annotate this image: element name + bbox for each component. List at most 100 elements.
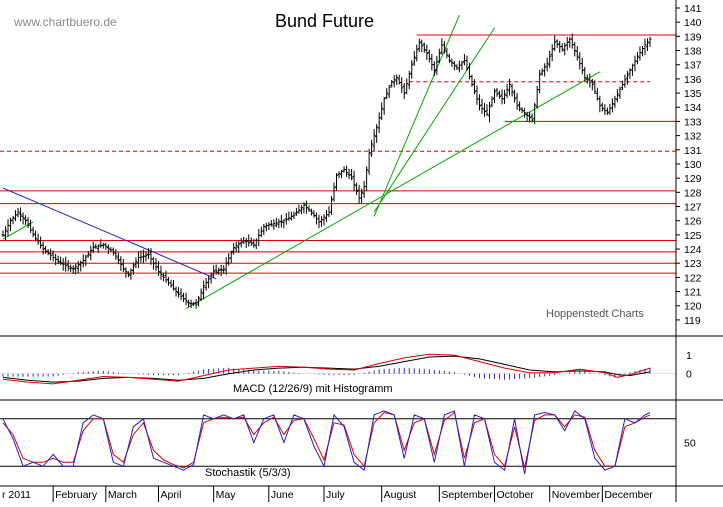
overlay-lines-layer bbox=[0, 14, 676, 310]
price-bar bbox=[427, 49, 431, 63]
price-bar bbox=[450, 58, 454, 67]
price-bar bbox=[41, 241, 45, 255]
price-bar bbox=[543, 63, 547, 77]
price-bar bbox=[164, 270, 168, 283]
price-tick-label: 132 bbox=[684, 131, 702, 143]
price-bar bbox=[360, 188, 364, 204]
price-bar bbox=[513, 89, 517, 103]
price-bar bbox=[229, 250, 233, 264]
price-bar bbox=[447, 53, 451, 63]
price-bar bbox=[69, 264, 73, 272]
price-bar bbox=[237, 240, 241, 253]
price-bar bbox=[249, 237, 253, 246]
price-tick-label: 120 bbox=[684, 301, 702, 313]
price-tick-label: 140 bbox=[684, 17, 702, 29]
price-bar bbox=[330, 196, 334, 215]
price-bar bbox=[422, 42, 426, 53]
price-bar bbox=[202, 280, 206, 300]
price-bar bbox=[146, 248, 150, 260]
price-bar bbox=[287, 211, 291, 221]
price-bar bbox=[56, 255, 60, 265]
price-bar bbox=[66, 259, 70, 272]
price-bar bbox=[177, 287, 181, 298]
price-bar bbox=[575, 46, 579, 61]
price-bar bbox=[86, 250, 90, 258]
price-bar bbox=[455, 64, 459, 71]
macd-tick-label: 1 bbox=[686, 350, 692, 362]
price-bar bbox=[365, 166, 369, 192]
price-bar bbox=[307, 205, 311, 212]
price-bar bbox=[475, 85, 479, 105]
price-bar bbox=[472, 79, 476, 95]
price-bar bbox=[340, 169, 344, 179]
price-tick-label: 138 bbox=[684, 46, 702, 58]
macd-tick-label: 0 bbox=[686, 369, 692, 381]
price-bar bbox=[71, 265, 75, 274]
price-bar bbox=[355, 182, 359, 195]
month-label: March bbox=[108, 489, 137, 501]
price-bar bbox=[573, 42, 577, 57]
trend-line-3 bbox=[373, 27, 495, 213]
price-bar bbox=[335, 173, 339, 191]
price-bar bbox=[548, 50, 552, 68]
price-tick-label: 122 bbox=[684, 272, 702, 284]
price-tick-label: 123 bbox=[684, 258, 702, 270]
price-bar bbox=[530, 113, 534, 123]
price-bar bbox=[234, 241, 238, 253]
price-bar bbox=[184, 292, 188, 306]
price-bar bbox=[510, 83, 514, 97]
price-bar bbox=[19, 207, 23, 222]
price-bar bbox=[435, 56, 439, 75]
price-bar bbox=[26, 216, 30, 228]
price-bar bbox=[262, 223, 266, 236]
price-bar bbox=[299, 205, 303, 215]
stochastic-tick-label: 50 bbox=[684, 438, 696, 450]
price-bar bbox=[194, 299, 198, 309]
price-bar bbox=[244, 238, 248, 249]
price-bar bbox=[174, 286, 178, 297]
price-tick-label: 135 bbox=[684, 88, 702, 100]
price-bar bbox=[538, 69, 542, 94]
month-label: April bbox=[160, 489, 181, 501]
month-label: July bbox=[326, 489, 345, 501]
price-bar bbox=[282, 218, 286, 229]
price-bar bbox=[410, 60, 414, 79]
price-tick-label: 124 bbox=[684, 244, 702, 256]
price-tick-label: 133 bbox=[684, 116, 702, 128]
price-bar bbox=[648, 36, 652, 47]
price-bar bbox=[477, 94, 481, 111]
price-bar bbox=[209, 272, 213, 284]
macd-line bbox=[2, 353, 651, 385]
month-label: October bbox=[497, 489, 535, 501]
price-bar bbox=[111, 247, 115, 256]
price-tick-label: 127 bbox=[684, 201, 702, 213]
price-bar bbox=[347, 168, 351, 180]
price-bar bbox=[452, 61, 456, 71]
price-bar bbox=[372, 129, 376, 151]
price-bar bbox=[583, 66, 587, 82]
price-bar bbox=[533, 102, 537, 125]
price-bar bbox=[412, 51, 416, 66]
price-bar bbox=[294, 207, 298, 216]
price-bar bbox=[375, 124, 379, 143]
price-bar bbox=[224, 257, 228, 275]
price-bar bbox=[247, 234, 251, 247]
price-bar bbox=[610, 98, 614, 113]
stochastic-label: Stochastik (5/3/3) bbox=[205, 467, 291, 479]
price-bar bbox=[304, 200, 308, 214]
price-bar bbox=[269, 220, 273, 227]
price-bar bbox=[615, 89, 619, 103]
price-tick-label: 141 bbox=[684, 3, 702, 15]
price-bar bbox=[144, 251, 148, 262]
price-bar bbox=[161, 272, 165, 282]
price-bar bbox=[317, 214, 321, 229]
price-bar bbox=[322, 214, 326, 226]
price-tick-label: 125 bbox=[684, 230, 702, 242]
price-bar bbox=[400, 77, 404, 94]
price-bar bbox=[31, 226, 35, 238]
price-tick-label: 134 bbox=[684, 102, 702, 114]
price-bar bbox=[545, 57, 549, 72]
price-bar bbox=[518, 101, 522, 112]
price-bar bbox=[126, 271, 130, 278]
price-bar bbox=[645, 38, 649, 51]
